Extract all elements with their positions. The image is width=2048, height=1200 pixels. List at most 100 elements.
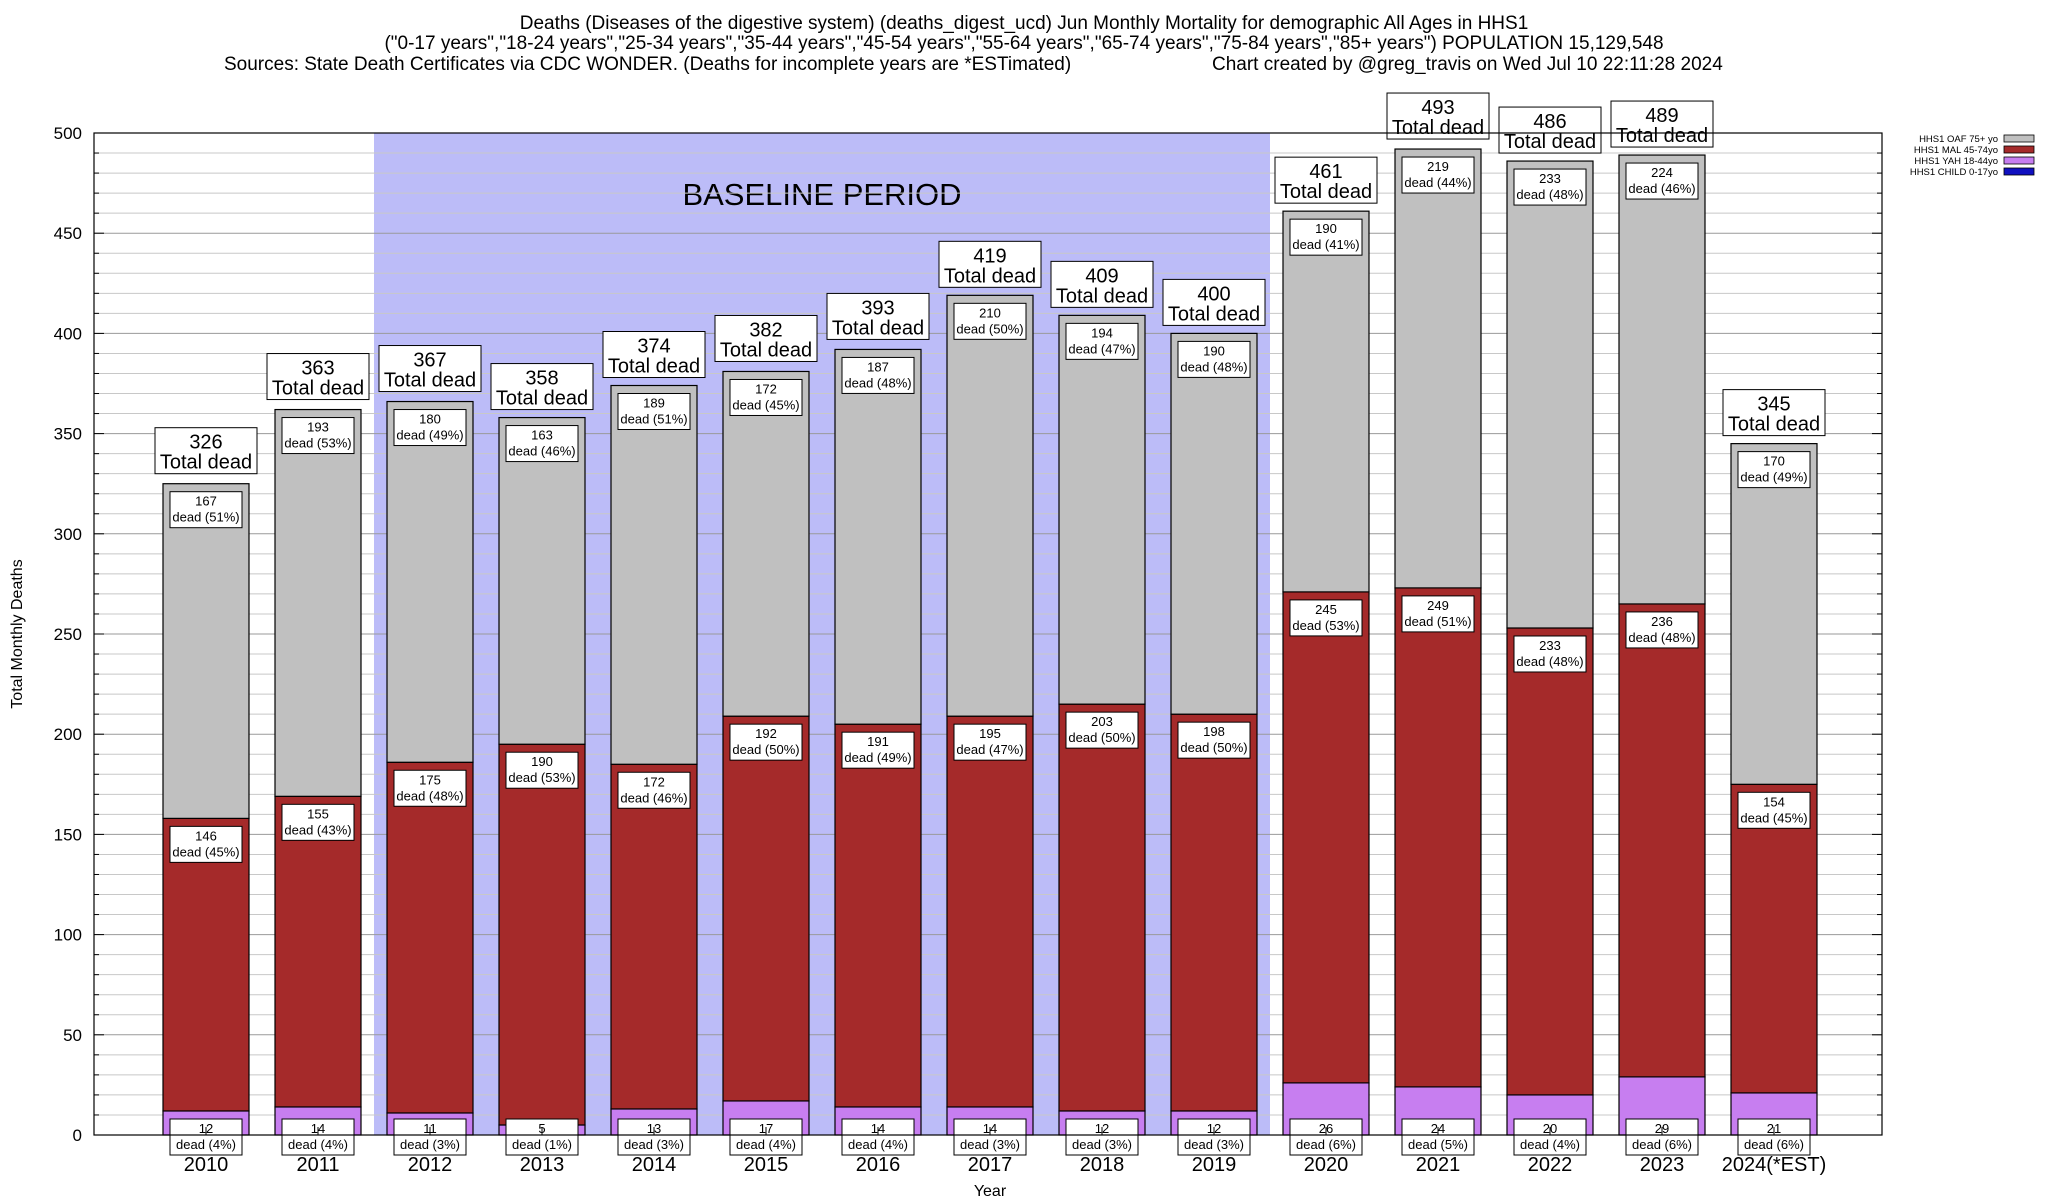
total-dead-label: Total dead [1616, 125, 1708, 147]
segment-percent-label: dead (41%) [1292, 237, 1359, 252]
segment-value-label: 249 [1427, 598, 1449, 613]
y-tick-label: 400 [54, 324, 82, 343]
segment-label-box [505, 1118, 579, 1156]
segment-label-box [1065, 1118, 1139, 1156]
segment-percent-label: dead (49%) [396, 428, 463, 443]
total-value-label: 409 [1085, 265, 1118, 287]
x-tick-label: 2013 [520, 1154, 565, 1176]
y-tick-label: 250 [54, 625, 82, 644]
segment-percent-label: dead (51%) [620, 412, 687, 427]
total-dead-label: Total dead [160, 452, 252, 474]
total-dead-label: Total dead [384, 370, 476, 392]
segment-percent-label: dead (43%) [284, 822, 351, 837]
x-tick-label: 2011 [296, 1154, 339, 1176]
segment-value-label: 245 [1315, 602, 1337, 617]
segment-percent-label: dead (46%) [508, 444, 575, 459]
bar-segment [610, 763, 698, 1110]
bar-segment [834, 723, 922, 1108]
bar-segment [1058, 314, 1146, 705]
x-tick-label: 2023 [1640, 1154, 1685, 1176]
legend-label: HHS1 MAL 45-74yo [1914, 145, 1998, 156]
segment-percent-label: dead (47%) [1068, 341, 1135, 356]
segment-percent-label: dead (48%) [396, 788, 463, 803]
segment-value-label: 233 [1539, 638, 1561, 653]
segment-value-label: 198 [1203, 724, 1225, 739]
segment-percent-label: dead (49%) [844, 750, 911, 765]
total-dead-label: Total dead [496, 388, 588, 410]
bar-segment [1058, 703, 1146, 1112]
total-dead-label: Total dead [832, 317, 924, 339]
bar-segment [1506, 627, 1594, 1096]
segment-value-label: 146 [195, 828, 217, 843]
bar-segment [1730, 443, 1818, 785]
total-label-box [1386, 92, 1490, 140]
total-dead-label: Total dead [272, 378, 364, 400]
bar-segment [1618, 154, 1706, 605]
total-label-box [1274, 156, 1378, 204]
segment-value-label: 154 [1763, 794, 1785, 809]
total-label-box [378, 345, 482, 393]
legend-swatch [2003, 156, 2035, 165]
bar-segment [1618, 603, 1706, 1078]
total-value-label: 393 [861, 297, 894, 319]
legend-label: HHS1 CHILD 0-17yo [1910, 167, 1998, 178]
total-label-box [1050, 260, 1154, 308]
segment-percent-label: dead (48%) [844, 375, 911, 390]
segment-percent-label: dead (51%) [172, 510, 239, 525]
total-dead-label: Total dead [1392, 117, 1484, 139]
segment-percent-label: dead (3%) [1072, 1137, 1132, 1152]
bar-segment [722, 715, 810, 1102]
x-tick-label: 2017 [968, 1154, 1013, 1176]
bar-segment [1170, 713, 1258, 1112]
x-tick-label: 2020 [1304, 1154, 1349, 1176]
segment-percent-label: dead (48%) [1180, 359, 1247, 374]
segment-percent-label: dead (4%) [848, 1137, 908, 1152]
segment-label-box [169, 491, 243, 529]
segment-value-label: 219 [1427, 159, 1449, 174]
segment-label-box [729, 723, 803, 761]
y-tick-label: 100 [54, 926, 82, 945]
total-dead-label: Total dead [1280, 181, 1372, 203]
x-tick-label: 2015 [744, 1154, 789, 1176]
total-value-label: 363 [301, 358, 334, 380]
bar-segment [162, 483, 250, 819]
segment-label-box [1289, 599, 1363, 637]
segment-label-box [1513, 635, 1587, 673]
segment-percent-label: dead (48%) [1516, 187, 1583, 202]
x-tick-label: 2019 [1192, 1154, 1237, 1176]
x-tick-label: 2021 [1416, 1154, 1461, 1176]
segment-percent-label: dead (48%) [1516, 654, 1583, 669]
plot-frame [93, 132, 1883, 1136]
segment-label-box [1289, 218, 1363, 256]
bar-segment [274, 408, 362, 797]
total-value-label: 400 [1197, 283, 1230, 305]
segment-value-label: 190 [1203, 343, 1225, 358]
segment-percent-label: dead (6%) [1296, 1137, 1356, 1152]
bar-segment [1394, 587, 1482, 1088]
total-label-box [938, 240, 1042, 288]
total-label-box [602, 331, 706, 379]
segment-label-box [841, 1118, 915, 1156]
total-label-box [1162, 278, 1266, 326]
segment-label-box [1737, 1118, 1811, 1156]
segment-label-box [281, 417, 355, 455]
y-tick-label: 50 [63, 1026, 82, 1045]
segment-percent-label: dead (50%) [1180, 740, 1247, 755]
segment-percent-label: dead (3%) [400, 1137, 460, 1152]
segment-percent-label: dead (50%) [1068, 730, 1135, 745]
total-value-label: 374 [637, 336, 670, 358]
segment-percent-label: dead (3%) [960, 1137, 1020, 1152]
segment-label-box [1177, 1118, 1251, 1156]
total-dead-label: Total dead [1504, 131, 1596, 153]
segment-label-box [1737, 791, 1811, 829]
total-value-label: 461 [1309, 161, 1342, 183]
y-tick-label: 0 [73, 1126, 82, 1145]
baseline-period-label: BASELINE PERIOD [682, 177, 961, 212]
segment-percent-label: dead (49%) [1740, 470, 1807, 485]
segment-percent-label: dead (5%) [1408, 1137, 1468, 1152]
x-tick-label: 2024(*EST) [1722, 1154, 1827, 1176]
bar-segment [1506, 160, 1594, 629]
segment-percent-label: dead (1%) [512, 1137, 572, 1152]
segment-percent-label: dead (53%) [508, 770, 575, 785]
segment-percent-label: dead (3%) [1184, 1137, 1244, 1152]
